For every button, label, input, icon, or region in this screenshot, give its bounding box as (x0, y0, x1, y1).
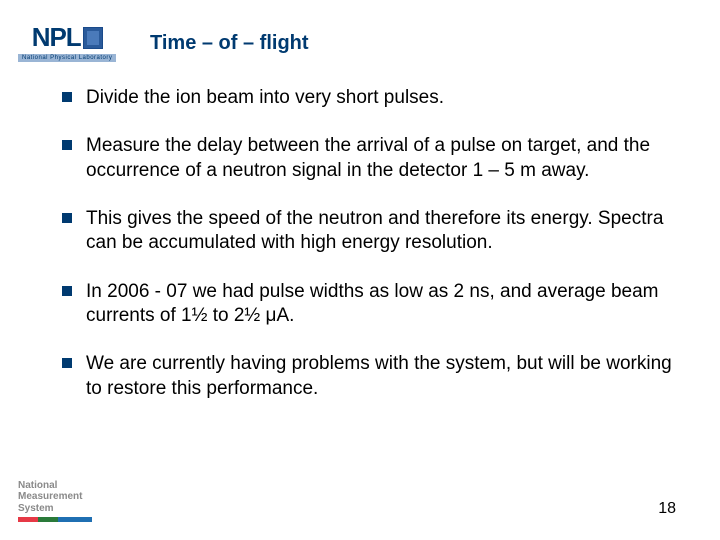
bullet-icon (62, 92, 72, 102)
bullet-text: We are currently having problems with th… (86, 352, 672, 401)
bullet-icon (62, 286, 72, 296)
bullet-icon (62, 213, 72, 223)
bullet-icon (62, 140, 72, 150)
crest-icon (83, 27, 103, 49)
bullet-text: In 2006 - 07 we had pulse widths as low … (86, 280, 672, 329)
footer-logo: National Measurement System (18, 480, 92, 523)
bar-segment (78, 517, 92, 522)
bar-segment (18, 517, 38, 522)
npl-letters: NPL (32, 22, 81, 53)
slide-title: Time – of – flight (150, 32, 309, 55)
footer-line2: Measurement (18, 491, 92, 503)
bar-segment (38, 517, 58, 522)
list-item: Measure the delay between the arrival of… (62, 134, 672, 183)
npl-logo: NPL National Physical Laboratory (18, 22, 116, 62)
bullet-text: Divide the ion beam into very short puls… (86, 86, 444, 110)
list-item: This gives the speed of the neutron and … (62, 207, 672, 256)
list-item: In 2006 - 07 we had pulse widths as low … (62, 280, 672, 329)
npl-subtext: National Physical Laboratory (18, 54, 116, 62)
bullet-text: Measure the delay between the arrival of… (86, 134, 672, 183)
footer-line1: National (18, 480, 92, 492)
page-number: 18 (658, 500, 676, 518)
bullet-text: This gives the speed of the neutron and … (86, 207, 672, 256)
logo-row: NPL (32, 22, 103, 53)
bullet-list: Divide the ion beam into very short puls… (62, 86, 672, 425)
list-item: Divide the ion beam into very short puls… (62, 86, 672, 110)
bar-segment (58, 517, 78, 522)
bullet-icon (62, 358, 72, 368)
list-item: We are currently having problems with th… (62, 352, 672, 401)
footer-line3: System (18, 503, 92, 515)
footer-color-bar (18, 517, 92, 522)
